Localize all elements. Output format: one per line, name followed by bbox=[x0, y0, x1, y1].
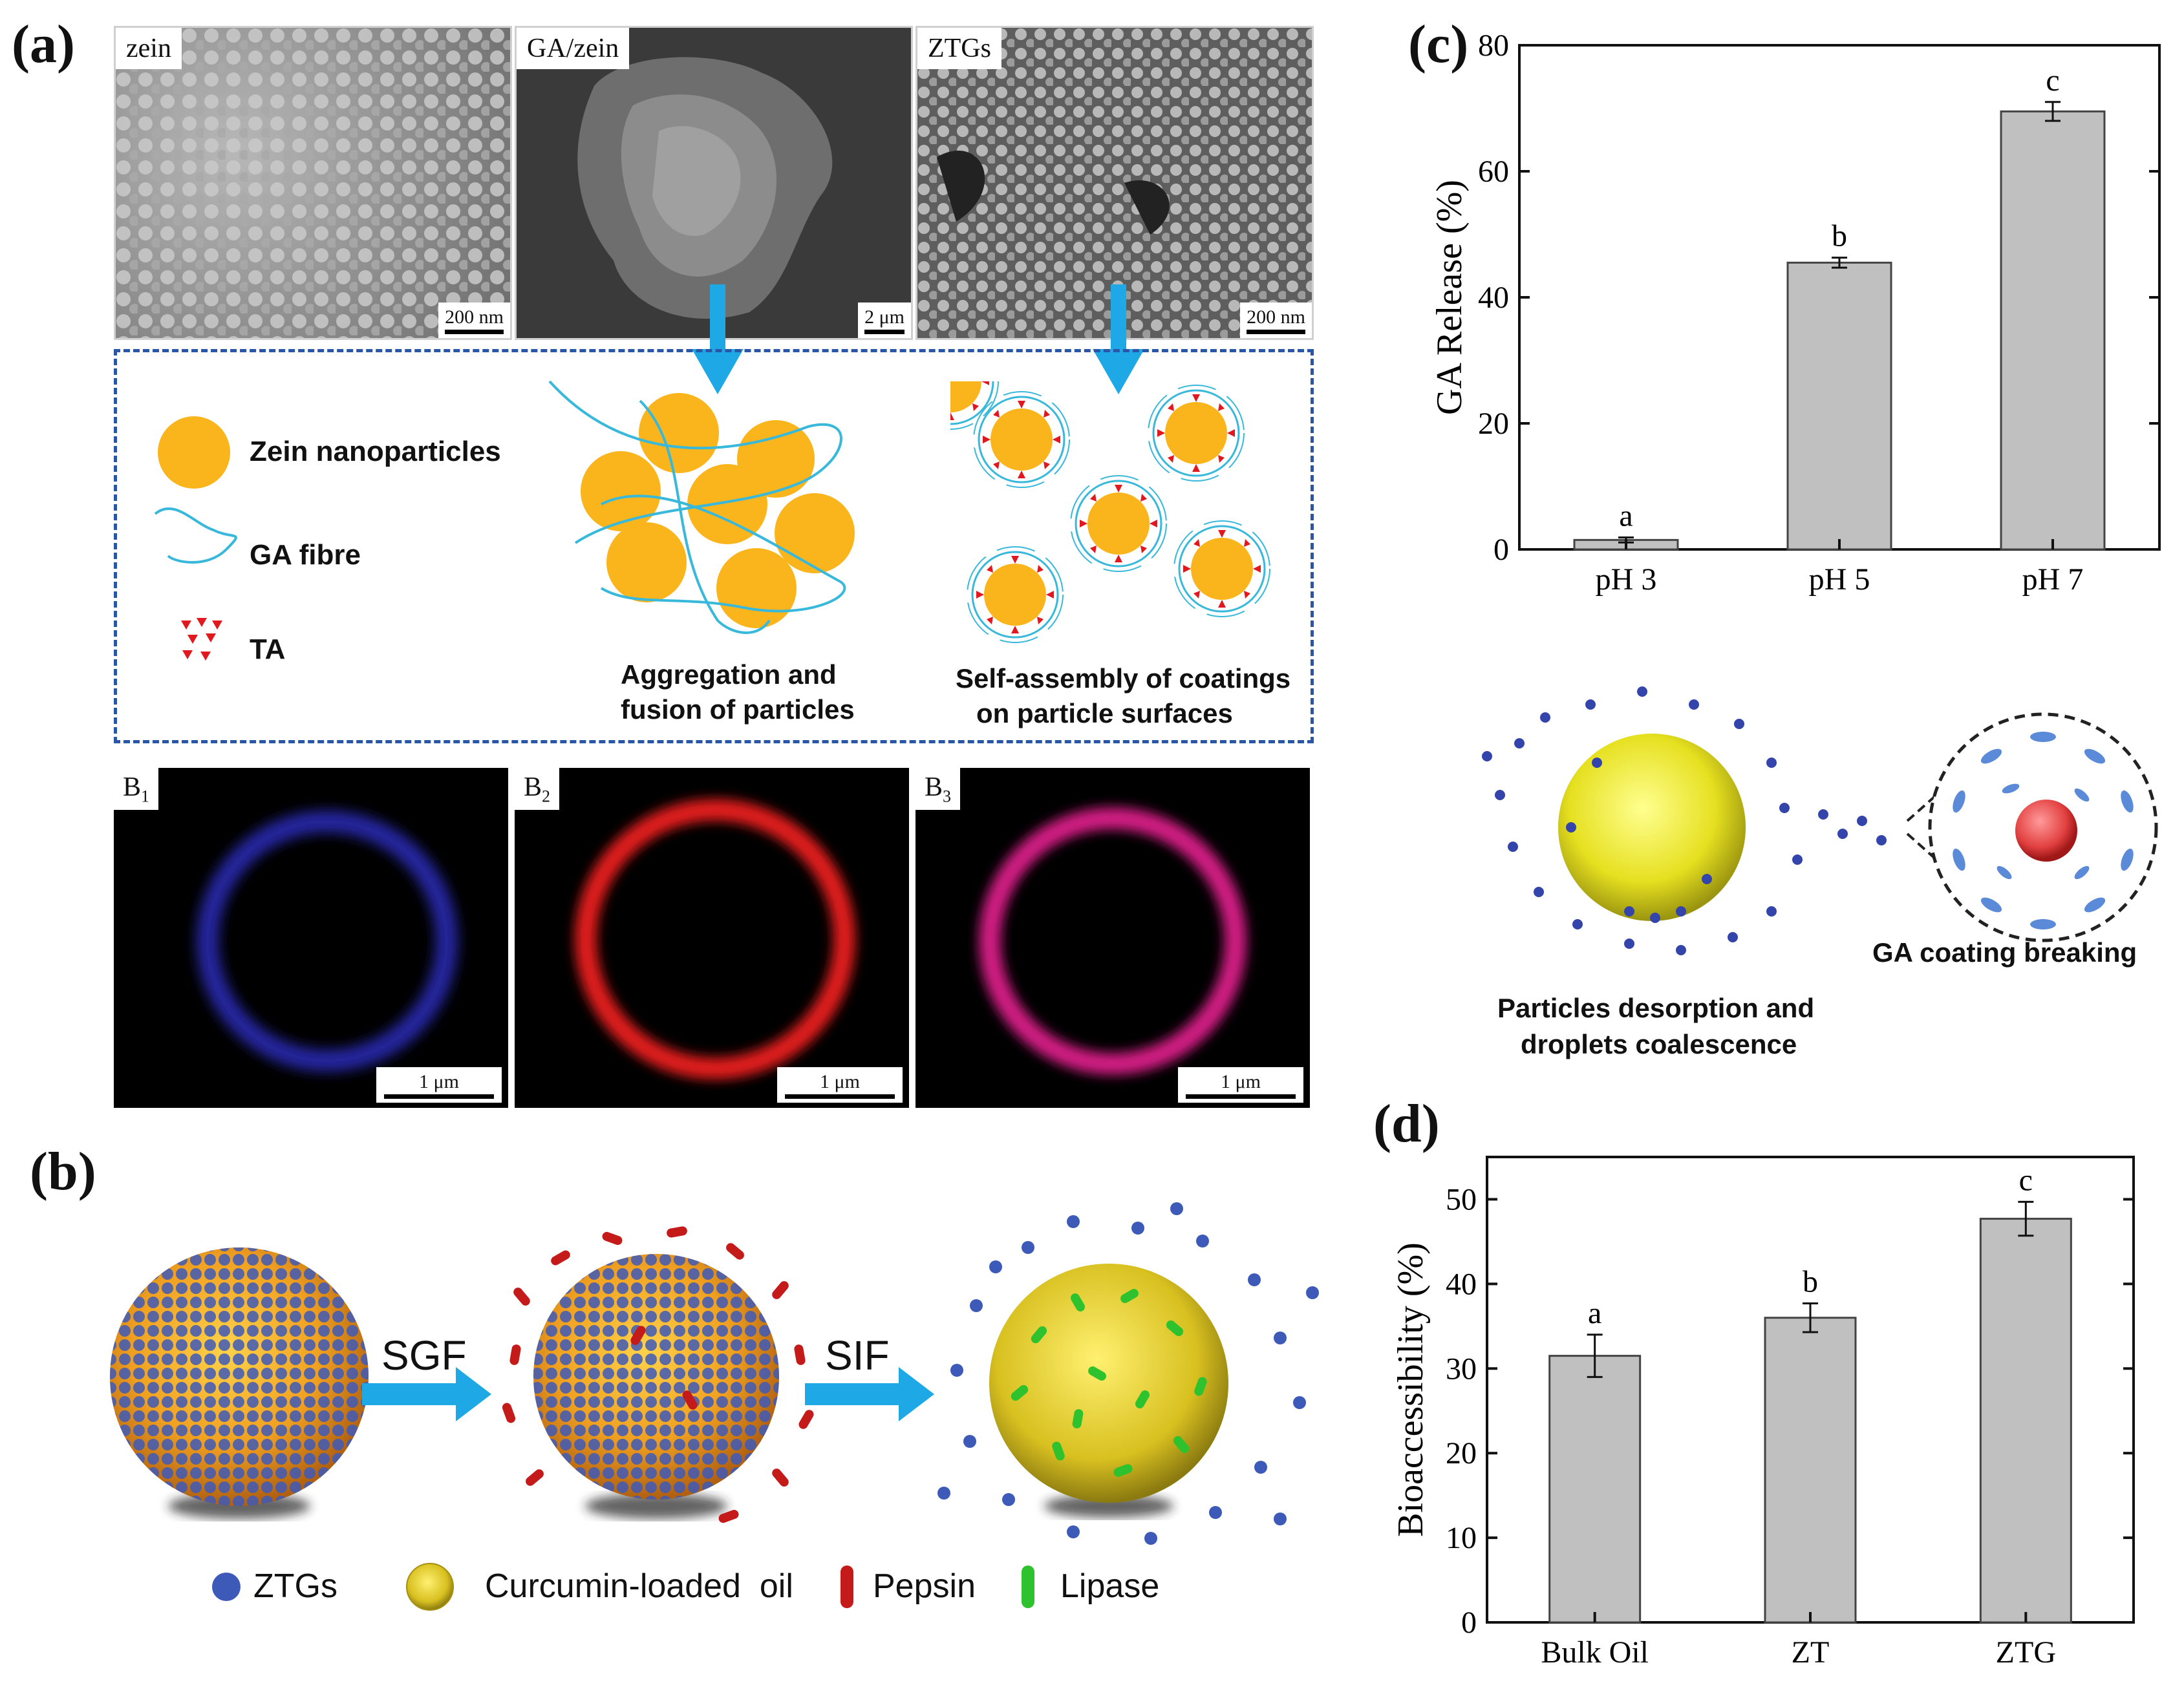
y-axis-label: Bioaccessibility (%) bbox=[1391, 1242, 1431, 1537]
bar bbox=[1764, 1317, 1857, 1624]
fluorescence-scalebar-b2: 1 μm bbox=[777, 1067, 903, 1103]
desorbed-particles bbox=[1482, 686, 1887, 955]
sem-image-ztgs: ZTGs 200 nm bbox=[915, 26, 1314, 340]
chart-c: 0 20 40 60 80 GA Release (%) a pH 3 b pH 5 c pH 7 bbox=[1429, 28, 2161, 597]
y-tick-label: 60 bbox=[1478, 154, 1509, 189]
lipase-scatter bbox=[1011, 1289, 1207, 1477]
fluorescence-ring-b2 bbox=[575, 799, 855, 1079]
x-tick-label: ZTG bbox=[1996, 1635, 2056, 1670]
x-tick-label: Bulk Oil bbox=[1541, 1635, 1649, 1670]
fluorescence-image-b3: B3 1 μm bbox=[915, 768, 1310, 1108]
sem-scalebar-ga-zein: 2 μm bbox=[858, 302, 911, 338]
caption-coalescence-1: Particles desorption and bbox=[1497, 993, 1815, 1023]
caption-selfassembly-2: on particle surfaces bbox=[976, 698, 1233, 728]
significance-letter: b bbox=[1832, 219, 1847, 253]
bar bbox=[1786, 261, 1892, 551]
sif-arrow-icon bbox=[805, 1383, 902, 1405]
caption-coalescence-2: droplets coalescence bbox=[1521, 1029, 1797, 1059]
x-tick-label: pH 3 bbox=[1596, 562, 1657, 597]
bar bbox=[2000, 110, 2106, 551]
sem-scalebar-zein: 200 nm bbox=[438, 302, 510, 338]
sem-label-zein: zein bbox=[116, 28, 182, 69]
panel-d-label: (d) bbox=[1373, 1094, 1440, 1154]
aggregated-particles-illustration bbox=[548, 380, 855, 634]
pepsin-legend-icon bbox=[840, 1565, 853, 1608]
oil-legend-icon bbox=[406, 1563, 454, 1611]
sgf-label: SGF bbox=[381, 1332, 467, 1379]
caption-selfassembly-1: Self-assembly of coatings bbox=[956, 663, 1291, 694]
digestion-scheme-illustration bbox=[110, 1202, 1319, 1545]
legend-ta-label: TA bbox=[250, 633, 286, 665]
ta-icon bbox=[181, 618, 222, 661]
sem-label-ga-zein: GA/zein bbox=[517, 28, 630, 69]
broken-coating-fragments bbox=[1953, 732, 2134, 929]
fluorescence-scalebar-b1: 1 μm bbox=[376, 1067, 502, 1103]
sif-label: SIF bbox=[825, 1332, 890, 1379]
droplet-3 bbox=[989, 1264, 1228, 1503]
panel-b-label: (b) bbox=[30, 1141, 96, 1202]
legend-ztgs-label: ZTGs bbox=[253, 1567, 337, 1605]
sem-image-ga-zein: GA/zein 2 μm bbox=[515, 26, 913, 340]
significance-letter: b bbox=[1803, 1264, 1818, 1299]
y-tick-label: 10 bbox=[1446, 1521, 1477, 1555]
bar bbox=[1548, 1355, 1642, 1624]
y-tick-label: 40 bbox=[1446, 1267, 1477, 1301]
x-tick-label: ZT bbox=[1792, 1635, 1830, 1670]
sem-label-ztgs: ZTGs bbox=[917, 28, 1001, 69]
legend-oil-label: Curcumin-loaded oil bbox=[485, 1567, 793, 1605]
x-tick-label: pH 7 bbox=[2022, 562, 2084, 597]
fluorescence-ring-b3 bbox=[979, 807, 1247, 1075]
scheme-legend-icons bbox=[154, 416, 237, 661]
significance-letter: a bbox=[1588, 1296, 1601, 1330]
scheme-box bbox=[114, 349, 1314, 743]
caption-aggregation-1: Aggregation and bbox=[621, 659, 837, 690]
significance-letter: c bbox=[2019, 1163, 2033, 1197]
coalescence-scheme-illustration bbox=[1482, 686, 2158, 955]
sem-scalebar-ztgs: 200 nm bbox=[1240, 302, 1312, 338]
y-tick-label: 80 bbox=[1478, 28, 1509, 63]
fluorescence-image-b2: B2 1 μm bbox=[515, 768, 909, 1108]
down-arrow-icon bbox=[1093, 284, 1144, 394]
y-axis-label: GA Release (%) bbox=[1429, 180, 1470, 415]
y-tick-label: 0 bbox=[1493, 533, 1509, 567]
panel-a-label: (a) bbox=[12, 14, 75, 74]
caption-ga-coating: GA coating breaking bbox=[1872, 937, 2137, 968]
sem-image-zein: zein 200 nm bbox=[114, 26, 512, 340]
ztgs-scatter bbox=[937, 1202, 1319, 1545]
caption-aggregation-2: fusion of particles bbox=[621, 694, 855, 725]
fluorescence-label-b1: B1 bbox=[114, 768, 159, 811]
pepsin-scatter bbox=[502, 1226, 814, 1523]
y-tick-label: 20 bbox=[1478, 407, 1509, 441]
coated-particles-illustration bbox=[950, 381, 1271, 644]
fluorescence-image-b1: B1 1 μm bbox=[114, 768, 508, 1108]
y-tick-label: 40 bbox=[1478, 281, 1509, 315]
legend-ga-label: GA fibre bbox=[250, 539, 361, 571]
fluorescence-scalebar-b3: 1 μm bbox=[1178, 1067, 1303, 1103]
sem-texture-ztgs bbox=[917, 28, 1312, 338]
ztgs-legend-icon bbox=[212, 1573, 241, 1601]
fluorescence-label-b3: B3 bbox=[915, 768, 961, 811]
fluorescence-ring-b1 bbox=[197, 811, 458, 1072]
sem-texture-ga-zein bbox=[577, 57, 833, 319]
chart-d: 0 10 20 30 40 50 Bioaccessibility (%) a Bulk Oil… bbox=[1391, 1156, 2135, 1670]
fluorescence-label-b2: B2 bbox=[515, 768, 560, 811]
legend-pepsin-label: Pepsin bbox=[873, 1567, 976, 1605]
lipase-legend-icon bbox=[1022, 1565, 1034, 1608]
legend-zein-label: Zein nanoparticles bbox=[250, 436, 501, 467]
sgf-arrow-icon bbox=[362, 1383, 459, 1405]
significance-letter: c bbox=[2046, 63, 2059, 98]
ga-fibre-icon bbox=[154, 507, 237, 564]
panel-c-label: (c) bbox=[1408, 14, 1469, 74]
bar bbox=[1979, 1218, 2072, 1624]
y-tick-label: 50 bbox=[1446, 1182, 1477, 1216]
y-tick-label: 30 bbox=[1446, 1352, 1477, 1386]
down-arrow-icon bbox=[692, 284, 744, 394]
y-tick-label: 0 bbox=[1461, 1606, 1477, 1640]
significance-letter: a bbox=[1619, 498, 1633, 533]
y-tick-label: 20 bbox=[1446, 1436, 1477, 1470]
zein-nanoparticle-icon bbox=[158, 416, 230, 489]
x-tick-label: pH 5 bbox=[1809, 562, 1870, 597]
legend-lipase-label: Lipase bbox=[1060, 1567, 1160, 1605]
sem-texture-zein bbox=[116, 28, 510, 338]
